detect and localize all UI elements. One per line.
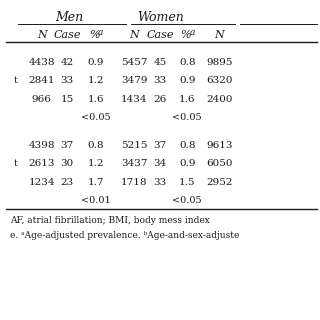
Text: 37: 37 xyxy=(60,141,74,150)
Text: 966: 966 xyxy=(32,95,52,104)
Text: %: % xyxy=(180,30,191,40)
Text: 0.9: 0.9 xyxy=(179,76,196,85)
Text: 0.8: 0.8 xyxy=(179,58,196,67)
Text: <0.01: <0.01 xyxy=(81,196,111,205)
Text: Women: Women xyxy=(137,11,184,24)
Text: 1.7: 1.7 xyxy=(88,178,104,187)
Text: 34: 34 xyxy=(153,159,167,168)
Text: 4438: 4438 xyxy=(28,58,55,67)
Text: 26: 26 xyxy=(153,95,167,104)
Text: 9613: 9613 xyxy=(206,141,232,150)
Text: 4398: 4398 xyxy=(28,141,55,150)
Text: 15: 15 xyxy=(60,95,74,104)
Text: 2841: 2841 xyxy=(28,76,55,85)
Text: <0.05: <0.05 xyxy=(172,196,202,205)
Text: 1.5: 1.5 xyxy=(179,178,196,187)
Text: 1718: 1718 xyxy=(121,178,148,187)
Text: 2613: 2613 xyxy=(28,159,55,168)
Text: 0.9: 0.9 xyxy=(88,58,104,67)
Text: e. ᵃAge-adjusted prevalence. ᵇAge-and-sex-adjuste: e. ᵃAge-adjusted prevalence. ᵇAge-and-se… xyxy=(10,231,239,240)
Text: %: % xyxy=(89,30,100,40)
Text: Men: Men xyxy=(55,11,83,24)
Text: 1434: 1434 xyxy=(121,95,148,104)
Text: Case: Case xyxy=(146,30,174,40)
Text: a: a xyxy=(98,28,103,37)
Text: <0.05: <0.05 xyxy=(81,113,111,122)
Text: 5457: 5457 xyxy=(121,58,148,67)
Text: 5215: 5215 xyxy=(121,141,148,150)
Text: 33: 33 xyxy=(60,76,74,85)
Text: AF, atrial fibrillation; BMI, body mess index: AF, atrial fibrillation; BMI, body mess … xyxy=(10,216,210,225)
Text: t: t xyxy=(14,159,18,168)
Text: 37: 37 xyxy=(153,141,167,150)
Text: 6320: 6320 xyxy=(206,76,232,85)
Text: 1.2: 1.2 xyxy=(88,76,104,85)
Text: 0.8: 0.8 xyxy=(88,141,104,150)
Text: 33: 33 xyxy=(153,76,167,85)
Text: a: a xyxy=(189,28,195,37)
Text: 23: 23 xyxy=(60,178,74,187)
Text: 3437: 3437 xyxy=(121,159,148,168)
Text: 30: 30 xyxy=(60,159,74,168)
Text: N: N xyxy=(214,30,224,40)
Text: 3479: 3479 xyxy=(121,76,148,85)
Text: Case: Case xyxy=(53,30,81,40)
Text: 1.6: 1.6 xyxy=(179,95,196,104)
Text: 33: 33 xyxy=(153,178,167,187)
Text: 0.9: 0.9 xyxy=(179,159,196,168)
Text: N: N xyxy=(37,30,46,40)
Text: 1.6: 1.6 xyxy=(88,95,104,104)
Text: N: N xyxy=(130,30,139,40)
Text: t: t xyxy=(14,76,18,85)
Text: 1.2: 1.2 xyxy=(88,159,104,168)
Text: 6050: 6050 xyxy=(206,159,232,168)
Text: 2400: 2400 xyxy=(206,95,232,104)
Text: 45: 45 xyxy=(153,58,167,67)
Text: <0.05: <0.05 xyxy=(172,113,202,122)
Text: 0.8: 0.8 xyxy=(179,141,196,150)
Text: 2952: 2952 xyxy=(206,178,232,187)
Text: 42: 42 xyxy=(60,58,74,67)
Text: 1234: 1234 xyxy=(28,178,55,187)
Text: 9895: 9895 xyxy=(206,58,232,67)
